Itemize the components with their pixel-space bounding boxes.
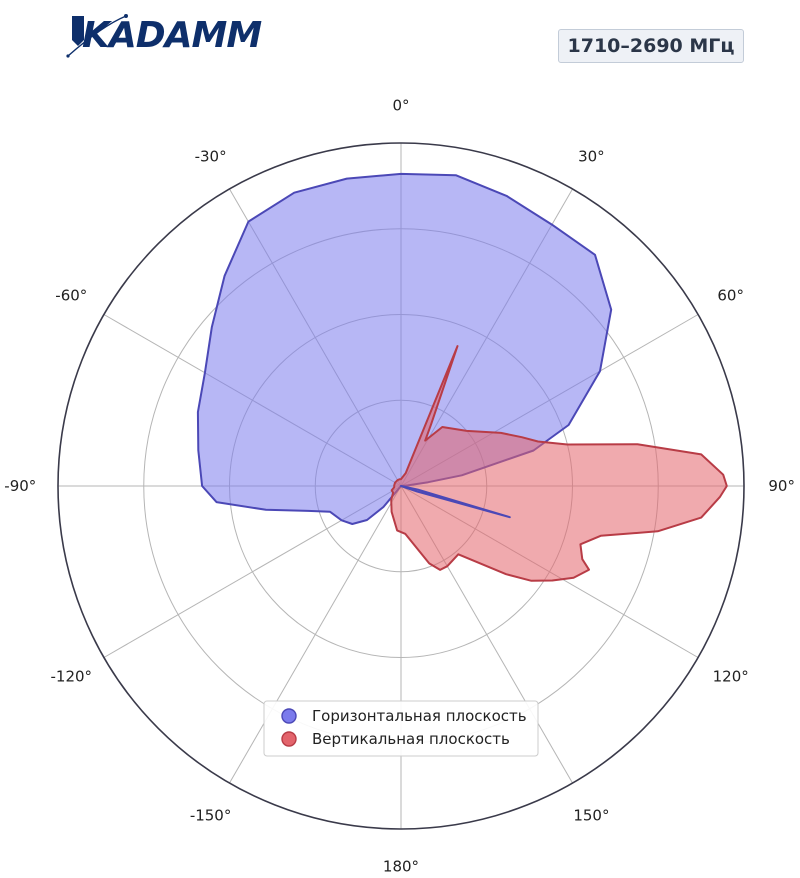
legend-label-vertical: Вертикальная плоскость <box>312 730 510 748</box>
spike-0 <box>400 485 511 519</box>
logo-text: KADAMM <box>82 15 262 56</box>
legend-label-horizontal: Горизонтальная плоскость <box>312 707 527 725</box>
frequency-badge: 1710–2690 МГц <box>558 29 744 63</box>
series-layer <box>196 172 728 582</box>
angle-label-0: 0° <box>392 96 409 114</box>
angle-label-9: -90° <box>4 477 36 495</box>
legend-marker-vertical <box>281 731 297 747</box>
angle-label-4: 120° <box>713 667 749 685</box>
outer-ring <box>57 142 745 830</box>
kadamm-logo: KADAMM <box>62 6 267 62</box>
legend: Горизонтальная плоскость Вертикальная пл… <box>263 700 539 757</box>
grid-spoke-7 <box>229 485 402 784</box>
angle-label-3: 90° <box>768 477 795 495</box>
angle-label-10: -60° <box>55 287 87 305</box>
legend-box <box>263 700 539 757</box>
angle-label-5: 150° <box>573 807 609 825</box>
angle-label-8: -120° <box>51 667 93 685</box>
angle-label-7: -150° <box>190 807 232 825</box>
legend-marker-horizontal <box>281 708 297 724</box>
angle-label-6: 180° <box>383 858 419 876</box>
angle-labels: 0° 30° 60° 90° 120° 150° 180° -150° -120° -90° -60… <box>4 96 795 875</box>
series-area-vertical <box>390 345 728 582</box>
angle-label-11: -30° <box>195 147 227 165</box>
logo-mark-icon <box>66 14 128 58</box>
angle-label-1: 30° <box>578 147 605 165</box>
angle-label-2: 60° <box>717 287 744 305</box>
outer-ring-layer <box>57 142 745 830</box>
